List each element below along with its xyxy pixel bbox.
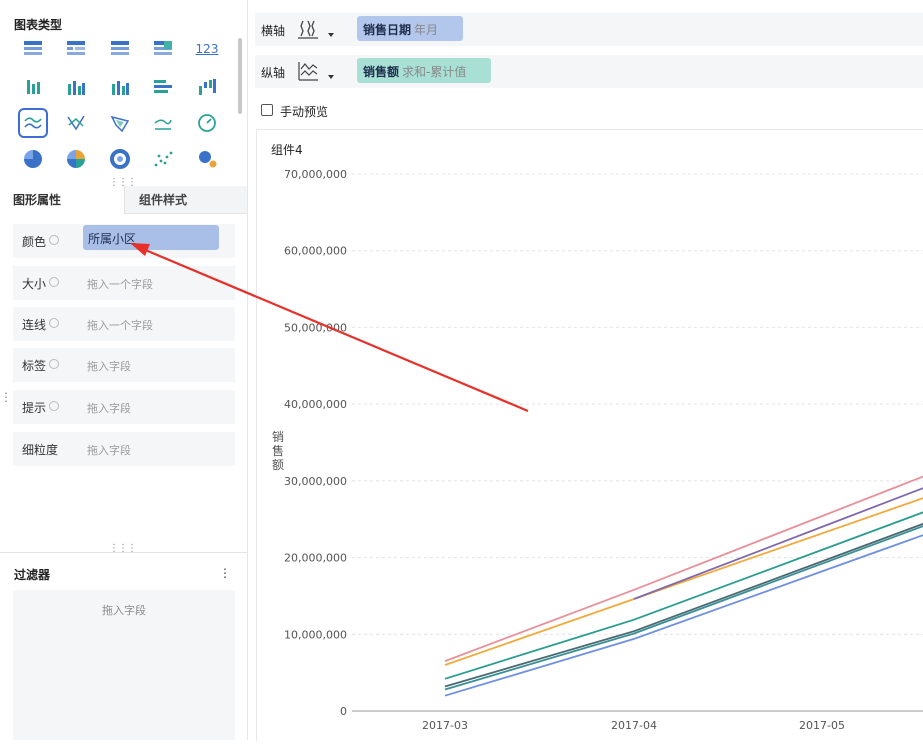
scatter-icon[interactable] bbox=[153, 149, 173, 169]
x-tick-label: 2017-05 bbox=[799, 719, 845, 732]
kpi-number-icon-text: 123 bbox=[195, 42, 219, 56]
x-axis-agg: 年月 bbox=[414, 23, 439, 37]
property-row[interactable]: 连线 拖入一个字段 bbox=[13, 307, 235, 341]
column-chart-icon[interactable] bbox=[110, 77, 130, 97]
filter-title: 过滤器 bbox=[14, 568, 51, 582]
filter-drop-zone[interactable]: 拖入字段 bbox=[13, 590, 235, 740]
y-axis-title-char: 售 bbox=[272, 443, 284, 458]
x-tick-label: 2017-03 bbox=[422, 719, 468, 732]
grid-table-icon[interactable] bbox=[153, 39, 173, 59]
left-panel: 图表类型 123 ⋮⋮⋮ 图形属性 组件样式 颜色 所属小区 大小 拖入一个字段 连线拖… bbox=[0, 0, 248, 740]
gauge-icon[interactable] bbox=[197, 113, 217, 133]
y-axis-agg: 求和-累计值 bbox=[402, 65, 467, 79]
series-line bbox=[444, 497, 923, 666]
settings-gear-icon[interactable] bbox=[49, 277, 59, 287]
property-row[interactable]: 大小 拖入一个字段 bbox=[13, 266, 235, 300]
y-tick-label: 0 bbox=[340, 705, 347, 718]
series-line bbox=[444, 522, 923, 688]
settings-gear-icon[interactable] bbox=[49, 318, 59, 328]
series-line bbox=[444, 525, 923, 691]
series-line bbox=[444, 511, 923, 680]
line-chart-icon[interactable] bbox=[18, 108, 48, 138]
color-field-chip[interactable]: 所属小区 bbox=[83, 225, 219, 250]
tab-graphic-properties[interactable]: 图形属性 bbox=[0, 186, 124, 214]
x-axis-field: 销售日期 bbox=[363, 23, 412, 37]
area-chart-icon[interactable] bbox=[153, 113, 173, 133]
y-axis-field-chip[interactable]: 销售额 求和-累计值 bbox=[357, 58, 491, 83]
property-row[interactable]: 提示 拖入字段 bbox=[13, 390, 235, 424]
horizontal-bar-icon[interactable] bbox=[153, 77, 173, 97]
y-tick-label: 20,000,000 bbox=[284, 552, 347, 565]
y-tick-label: 70,000,000 bbox=[284, 168, 347, 181]
property-placeholder: 拖入字段 bbox=[87, 360, 131, 373]
tab-component-style[interactable]: 组件样式 bbox=[124, 186, 247, 214]
side-drag-handle-icon[interactable]: ⋮ bbox=[0, 390, 12, 404]
x-axis-dropdown-icon[interactable] bbox=[328, 33, 334, 37]
y-axis-bar: 纵轴 销售额 求和-累计值 bbox=[255, 55, 923, 88]
y-tick-label: 30,000,000 bbox=[284, 475, 347, 488]
property-label: 连线 bbox=[22, 318, 47, 332]
detail-table-icon[interactable] bbox=[110, 39, 130, 59]
settings-gear-icon[interactable] bbox=[49, 359, 59, 369]
crosstab-icon[interactable] bbox=[66, 39, 86, 59]
series-line bbox=[444, 475, 923, 662]
resize-grip-icon-2[interactable]: ⋮⋮⋮ bbox=[109, 543, 137, 554]
x-tick-label: 2017-04 bbox=[611, 719, 657, 732]
pie-chart-icon[interactable] bbox=[23, 149, 43, 169]
series-line bbox=[444, 534, 923, 697]
donut-chart-icon[interactable] bbox=[110, 149, 130, 169]
chart-type-title: 图表类型 bbox=[14, 18, 63, 32]
manual-preview-label: 手动预览 bbox=[280, 105, 329, 119]
settings-gear-icon[interactable] bbox=[49, 235, 59, 245]
chart-type-scrollbar[interactable] bbox=[238, 38, 242, 114]
property-placeholder: 拖入字段 bbox=[87, 444, 131, 457]
property-label: 颜色 bbox=[22, 235, 47, 249]
property-placeholder: 拖入一个字段 bbox=[87, 319, 153, 332]
y-axis-title-char: 销 bbox=[272, 430, 284, 444]
chart-panel: 组件4 销售额 70,000,000 60,000,000 50,000,000 40,0… bbox=[256, 129, 923, 741]
waterfall-icon[interactable] bbox=[197, 77, 217, 97]
divider bbox=[0, 552, 247, 553]
x-axis-bar: 横轴 销售日期 年月 bbox=[255, 13, 923, 46]
y-tick-label: 40,000,000 bbox=[284, 398, 347, 411]
x-axis-type-icon[interactable] bbox=[297, 18, 319, 40]
bubble-icon[interactable] bbox=[197, 149, 217, 169]
y-tick-label: 50,000,000 bbox=[284, 321, 347, 334]
property-row[interactable]: 标签 拖入字段 bbox=[13, 348, 235, 382]
y-axis-dropdown-icon[interactable] bbox=[328, 75, 334, 79]
x-axis-field-chip[interactable]: 销售日期 年月 bbox=[357, 16, 463, 41]
property-placeholder: 拖入字段 bbox=[87, 402, 131, 415]
filter-placeholder: 拖入字段 bbox=[102, 604, 146, 617]
stacked-bar-icon[interactable] bbox=[23, 77, 43, 97]
settings-gear-icon[interactable] bbox=[49, 401, 59, 411]
property-label: 大小 bbox=[22, 277, 47, 291]
filter-menu-icon[interactable]: ⋮ bbox=[219, 566, 231, 580]
table-icon[interactable] bbox=[23, 39, 43, 59]
kpi-number-icon[interactable]: 123 bbox=[195, 39, 219, 59]
property-row[interactable]: 细粒度 拖入字段 bbox=[13, 432, 235, 466]
line-chart: 组件4 销售额 70,000,000 60,000,000 50,000,000 40,0… bbox=[271, 143, 923, 732]
color-field-value: 所属小区 bbox=[88, 232, 137, 246]
property-row[interactable]: 颜色 所属小区 bbox=[13, 224, 235, 258]
y-axis-title-char: 额 bbox=[272, 458, 284, 472]
manual-preview-checkbox[interactable] bbox=[261, 104, 273, 116]
property-placeholder: 拖入一个字段 bbox=[87, 278, 153, 291]
y-axis-type-icon[interactable] bbox=[297, 60, 319, 82]
series-line bbox=[633, 487, 923, 600]
property-label: 提示 bbox=[22, 401, 47, 415]
property-label: 细粒度 bbox=[22, 443, 59, 457]
chart-title: 组件4 bbox=[271, 143, 303, 157]
rose-chart-icon[interactable] bbox=[66, 149, 86, 169]
x-axis-label: 横轴 bbox=[261, 24, 286, 38]
grouped-bar-icon[interactable] bbox=[66, 77, 86, 97]
y-axis-field: 销售额 bbox=[363, 65, 400, 79]
funnel-icon[interactable] bbox=[110, 113, 130, 133]
y-axis-label: 纵轴 bbox=[261, 66, 286, 80]
resize-grip-icon[interactable]: ⋮⋮⋮ bbox=[109, 177, 137, 188]
y-tick-label: 10,000,000 bbox=[284, 628, 347, 641]
property-label: 标签 bbox=[22, 359, 47, 373]
y-tick-label: 60,000,000 bbox=[284, 245, 347, 258]
radar-icon[interactable] bbox=[66, 113, 86, 133]
